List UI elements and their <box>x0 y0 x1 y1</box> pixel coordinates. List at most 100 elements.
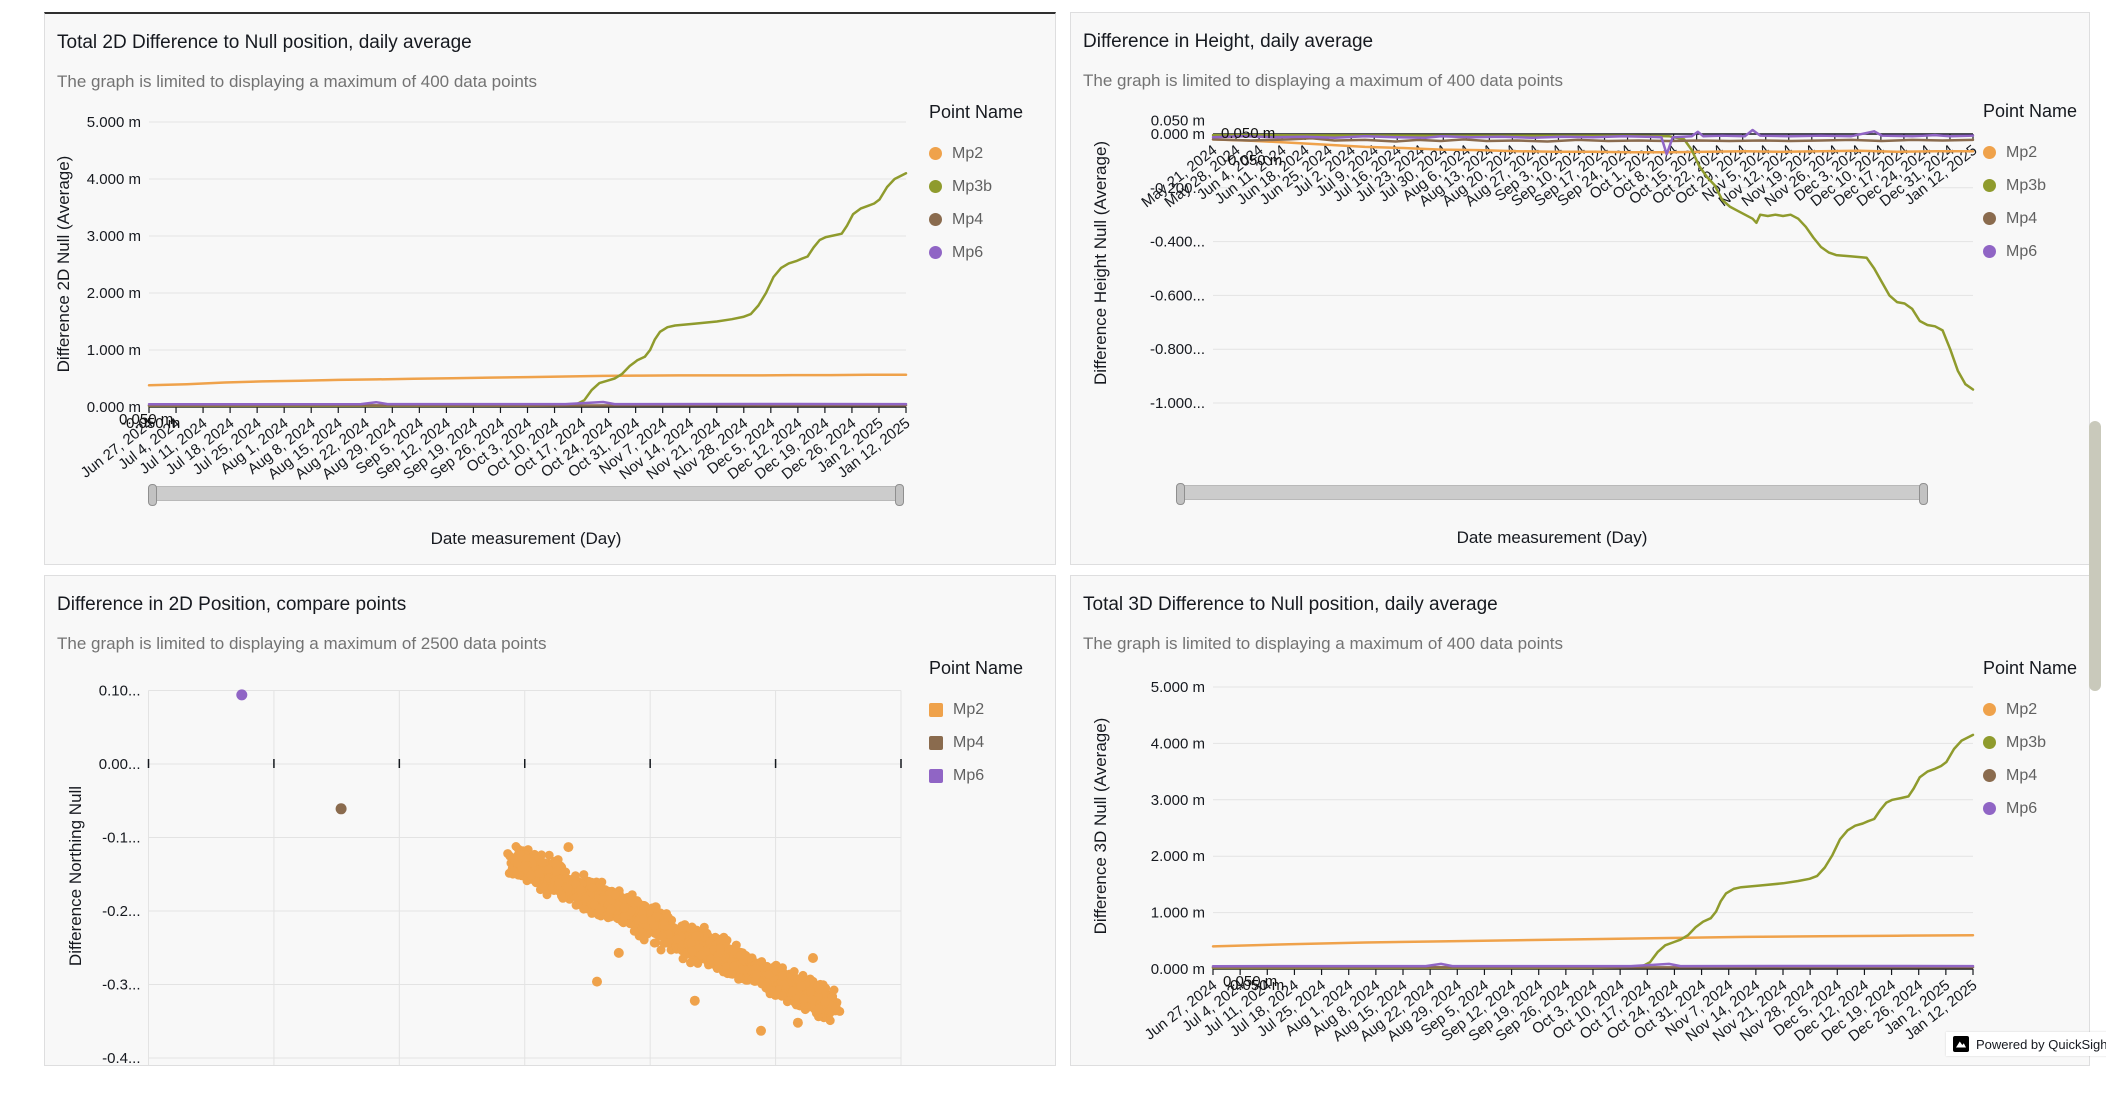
panel-total-2d: 5.000 m 4.000 m 3.000 m 2.000 m 1.000 m 0.000… <box>44 12 1056 565</box>
legend-swatch-square <box>929 702 943 717</box>
series-line-Mp2 <box>1211 933 1975 948</box>
y-tick-label: -0.3... <box>102 977 140 994</box>
y-tick-label: -0.200... <box>1150 180 1205 197</box>
height-diff-line-chart[interactable]: 0.050 m0.000 m-0.200...-0.400...-0.600..… <box>1071 13 2090 565</box>
series-line-Mp2 <box>147 373 908 387</box>
y-tick-label: 0.000 m <box>1151 961 1205 978</box>
x-axis-title: Date measurement (Day) <box>430 529 622 548</box>
panel-2d-position-scatter: 0.10... 0.00... -0.1... -0.2... -0.3... -0.4.… <box>44 575 1056 1066</box>
y-tick-label: -0.800... <box>1150 341 1205 358</box>
y-tick-label: 0.000 m <box>1151 126 1205 143</box>
legend-swatch-circle <box>1983 146 1996 159</box>
legend-item-Mp2[interactable]: Mp2 <box>929 693 1055 726</box>
panel-subtitle: The graph is limited to displaying a max… <box>57 72 538 91</box>
y-tick-label: 0.10... <box>99 683 141 700</box>
y-tick-label: 3.000 m <box>1151 792 1205 809</box>
legend-item-Mp4[interactable]: Mp4 <box>1983 759 2089 792</box>
y-axis-title: Difference 3D Null (Average) <box>1091 718 1110 935</box>
legend-swatch-circle <box>1983 769 1996 782</box>
legend-item-Mp4[interactable]: Mp4 <box>929 726 1055 759</box>
y-tick-label: 3.000 m <box>87 228 141 245</box>
legend-title: Point Name <box>1983 658 2078 678</box>
legend-swatch-circle <box>1983 179 1996 192</box>
legend-swatch-square <box>929 735 943 750</box>
legend-item-Mp4[interactable]: Mp4 <box>1983 202 2089 235</box>
panel-subtitle: The graph is limited to displaying a max… <box>57 634 547 653</box>
y-axis-title: Difference Height Null (Average) <box>1091 141 1110 385</box>
vertical-scrollbar-thumb[interactable] <box>2089 421 2101 691</box>
y-tick-label: 2.000 m <box>1151 848 1205 865</box>
legend-label: Mp6 <box>952 243 984 261</box>
legend: Point Name Mp2 Mp3b Mp4 Mp6 <box>929 102 1055 269</box>
x-axis-title: Date measurement (Day) <box>1456 528 1648 547</box>
panel-title: Total 3D Difference to Null position, da… <box>1083 594 1498 615</box>
slider-handle-right[interactable] <box>895 484 904 506</box>
slider-handle-left[interactable] <box>1176 483 1185 505</box>
slider-handle-right[interactable] <box>1919 483 1928 505</box>
legend-label: Mp4 <box>2006 766 2038 784</box>
series-line-Mp3b <box>1211 133 1975 391</box>
y-tick-label: 5.000 m <box>87 114 141 131</box>
panel-subtitle: The graph is limited to displaying a max… <box>1083 634 1564 653</box>
reference-line-label: 0.050 m <box>119 411 173 428</box>
date-range-slider[interactable] <box>1176 483 1928 505</box>
legend-item-Mp6[interactable]: Mp6 <box>929 759 1055 792</box>
legend-item-Mp2[interactable]: Mp2 <box>1983 693 2089 726</box>
y-tick-label: -0.400... <box>1150 234 1205 251</box>
legend-swatch-circle <box>1983 245 1996 258</box>
panel-title: Difference in 2D Position, compare point… <box>57 594 407 615</box>
legend: Point Name Mp2 Mp4 Mp6 <box>929 658 1055 792</box>
y-axis-title: Difference 2D Null (Average) <box>54 156 73 373</box>
legend-item-Mp6[interactable]: Mp6 <box>929 236 1055 269</box>
scatter-series-Mp6 <box>236 689 248 701</box>
series-line-Mp6 <box>1211 128 1975 156</box>
legend-title: Point Name <box>929 658 1024 678</box>
slider-handle-left[interactable] <box>148 484 157 506</box>
y-tick-label: 0.050 m <box>1151 113 1205 130</box>
reference-line-label: -0.050 m <box>1223 152 1282 169</box>
legend-item-Mp4[interactable]: Mp4 <box>929 203 1055 236</box>
panel-subtitle: The graph is limited to displaying a max… <box>1083 71 1564 90</box>
total-3d-line-chart[interactable]: 5.000 m 4.000 m 3.000 m 2.000 m 1.000 m 0.000… <box>1071 576 2090 1066</box>
legend-label: Mp3b <box>952 177 993 195</box>
panel-title: Total 2D Difference to Null position, da… <box>57 32 472 53</box>
legend-label: Mp4 <box>953 733 985 751</box>
quicksight-logo-icon <box>1953 1036 1969 1052</box>
legend-label: Mp6 <box>953 766 985 784</box>
reference-line-label: 0.050 m <box>1221 125 1275 142</box>
legend-item-Mp6[interactable]: Mp6 <box>1983 792 2089 825</box>
legend-label: Mp3b <box>2006 176 2047 194</box>
legend-item-Mp3b[interactable]: Mp3b <box>1983 726 2089 759</box>
legend-swatch-circle <box>1983 212 1996 225</box>
panel-total-3d: 5.000 m 4.000 m 3.000 m 2.000 m 1.000 m 0.000… <box>1070 575 2090 1066</box>
reference-line-label: 0.050 m <box>1223 973 1277 990</box>
series-line-Mp6 <box>1211 962 1975 968</box>
y-tick-label: 1.000 m <box>1151 905 1205 922</box>
panel-title: Difference in Height, daily average <box>1083 31 1374 52</box>
y-tick-label: 5.000 m <box>1151 679 1205 696</box>
legend-item-Mp3b[interactable]: Mp3b <box>1983 169 2089 202</box>
series-line-Mp3b <box>1211 733 1975 970</box>
y-tick-label: 0.00... <box>99 756 141 773</box>
y-tick-label: -0.4... <box>102 1050 140 1066</box>
legend-item-Mp2[interactable]: Mp2 <box>929 137 1055 170</box>
y-tick-label: 0.000 m <box>87 399 141 416</box>
y-tick-label: 4.000 m <box>87 171 141 188</box>
legend-label: Mp2 <box>953 700 985 718</box>
legend-label: Mp2 <box>2006 143 2038 161</box>
quicksight-badge: Powered by QuickSight <box>1946 1032 2106 1056</box>
date-range-slider[interactable] <box>148 484 904 506</box>
legend-label: Mp4 <box>952 210 984 228</box>
legend-item-Mp3b[interactable]: Mp3b <box>929 170 1055 203</box>
y-tick-label: -0.2... <box>102 903 140 920</box>
legend-item-Mp6[interactable]: Mp6 <box>1983 235 2089 268</box>
legend-item-Mp2[interactable]: Mp2 <box>1983 136 2089 169</box>
quicksight-badge-label: Powered by QuickSight <box>1976 1036 2106 1052</box>
legend-swatch-circle <box>929 180 942 193</box>
y-tick-label: 2.000 m <box>87 285 141 302</box>
y-tick-label: -1.000... <box>1150 395 1205 412</box>
2d-position-scatter-chart[interactable]: 0.10... 0.00... -0.1... -0.2... -0.3... -0.4.… <box>45 576 1056 1066</box>
total-2d-line-chart[interactable]: 5.000 m 4.000 m 3.000 m 2.000 m 1.000 m 0.000… <box>45 14 1056 565</box>
legend-title: Point Name <box>1983 101 2078 121</box>
y-tick-label: 4.000 m <box>1151 735 1205 752</box>
